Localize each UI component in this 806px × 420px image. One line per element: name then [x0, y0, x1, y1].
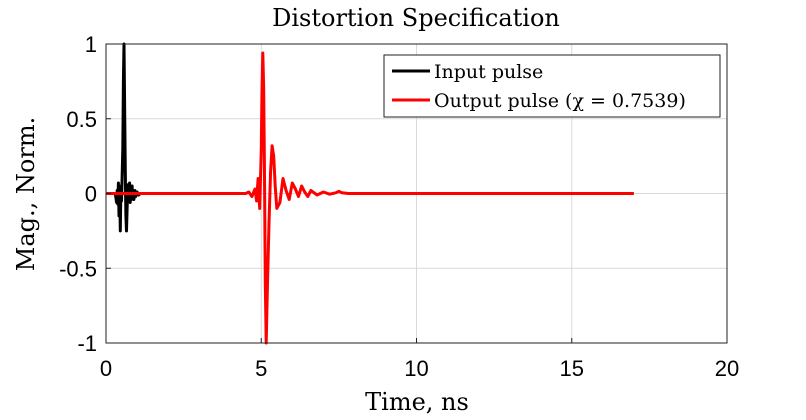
chart-title: Distortion Specification: [272, 4, 560, 32]
y-tick-label: -1: [77, 331, 97, 356]
y-axis-label: Mag., Norm.: [12, 117, 40, 271]
x-tick-label: 20: [715, 356, 739, 381]
series-line-output-pulse: [106, 51, 634, 345]
x-axis-label: Time, ns: [365, 388, 469, 416]
tick-labels: 0 5 10 15 20 -1 -0.5 0 0.5 1: [59, 32, 739, 381]
y-tick-label: 0.5: [66, 107, 97, 132]
legend-box: [383, 54, 721, 118]
legend: Input pulse Output pulse (χ = 0.7539): [383, 54, 721, 118]
series-line-input-pulse: [106, 42, 144, 233]
y-tick-label: 0: [85, 182, 97, 207]
x-tick-label: 10: [404, 356, 428, 381]
legend-label-output: Output pulse (χ = 0.7539): [434, 90, 686, 112]
x-tick-label: 0: [100, 356, 112, 381]
y-tick-label: -0.5: [59, 256, 97, 281]
plot-area: [106, 42, 634, 345]
y-tick-label: 1: [85, 32, 97, 57]
x-tick-label: 15: [560, 356, 584, 381]
x-tick-label: 5: [255, 356, 267, 381]
legend-label-input: Input pulse: [434, 61, 543, 83]
